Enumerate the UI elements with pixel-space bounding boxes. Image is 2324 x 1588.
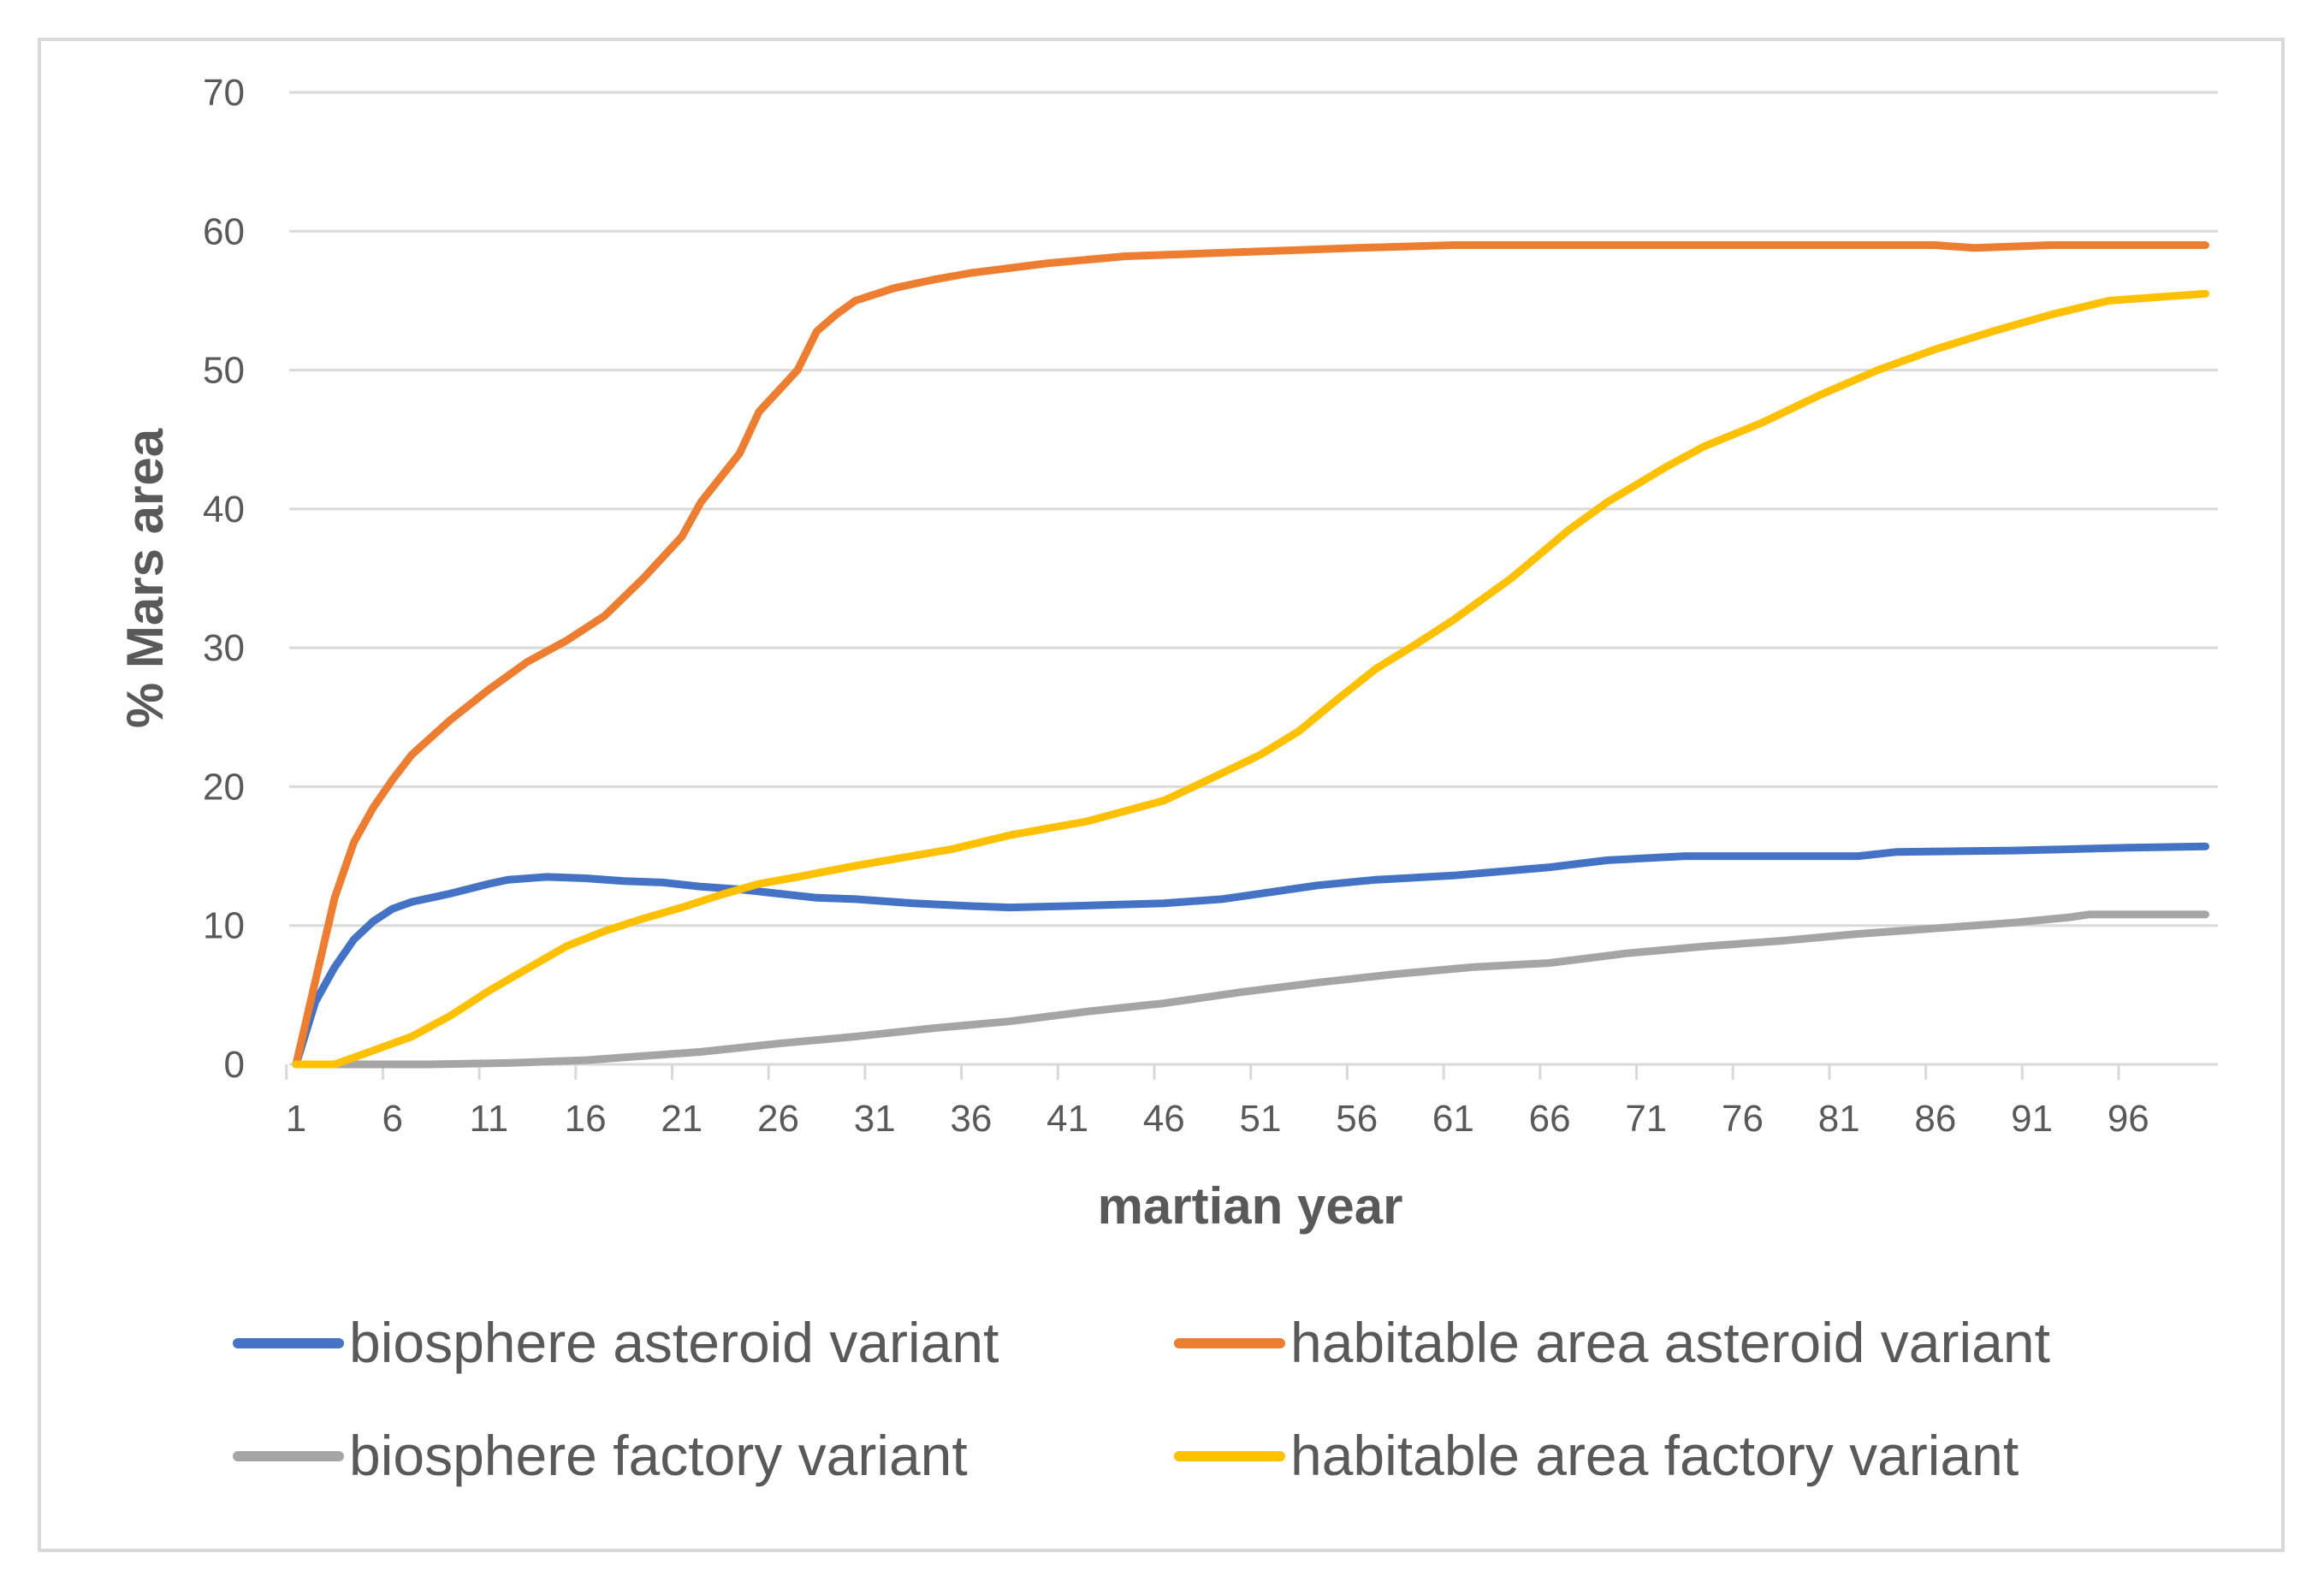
y-tick-label: 0	[224, 1044, 245, 1086]
x-tick-label: 41	[1046, 1098, 1088, 1140]
y-tick-label: 40	[203, 489, 245, 530]
x-tick-label: 91	[2011, 1098, 2053, 1140]
x-tick-label: 86	[1914, 1098, 1956, 1140]
legend: biosphere asteroid variant habitable area…	[233, 1311, 2050, 1487]
x-axis-tick-labels: 1 6 11 16 21 26 31 36 41 46 51 56 61 66 71 76 81 86 91 96	[285, 1064, 2149, 1140]
y-tick-label: 30	[203, 627, 245, 669]
legend-label-habitable-area-factory-variant: habitable area factory variant	[1290, 1424, 2019, 1487]
chart-frame	[38, 38, 2285, 1552]
x-tick-label: 31	[854, 1098, 896, 1140]
x-tick-label: 11	[470, 1098, 509, 1140]
legend-label-habitable-area-asteroid-variant: habitable area asteroid variant	[1290, 1311, 2050, 1374]
series-line-biosphere-factory-variant	[292, 910, 2209, 1069]
x-tick-label: 21	[661, 1098, 703, 1140]
series-line-habitable-area-asteroid-variant	[292, 241, 2209, 1069]
x-tick-label: 71	[1625, 1098, 1667, 1140]
x-tick-label: 76	[1722, 1098, 1764, 1140]
x-axis-title: martian year	[1098, 1177, 1403, 1235]
x-tick-label: 16	[565, 1098, 607, 1140]
y-tick-label: 10	[203, 905, 245, 947]
x-tick-label: 26	[757, 1098, 799, 1140]
y-tick-label: 20	[203, 766, 245, 808]
y-tick-label: 70	[203, 72, 245, 114]
y-axis-tick-labels: 0 10 20 30 40 50 60 70	[203, 72, 245, 1086]
series-lines	[292, 241, 2209, 1069]
x-tick-label: 1	[286, 1098, 306, 1140]
y-tick-label: 60	[203, 210, 245, 252]
x-tick-label: 51	[1240, 1098, 1282, 1140]
x-tick-label: 66	[1529, 1098, 1571, 1140]
gridlines	[289, 91, 2218, 1066]
x-tick-label: 56	[1336, 1098, 1378, 1140]
series-line-habitable-area-factory-variant	[292, 289, 2209, 1069]
x-tick-label: 81	[1818, 1098, 1860, 1140]
x-tick-label: 6	[382, 1098, 402, 1140]
legend-label-biosphere-factory-variant: biosphere factory variant	[349, 1424, 968, 1487]
x-tick-label: 36	[950, 1098, 992, 1140]
legend-label-biosphere-asteroid-variant: biosphere asteroid variant	[349, 1311, 999, 1374]
series-line-biosphere-asteroid-variant	[292, 842, 2209, 1069]
x-tick-label: 96	[2108, 1098, 2149, 1140]
x-tick-label: 46	[1143, 1098, 1185, 1140]
y-tick-label: 50	[203, 350, 245, 392]
y-axis-title: % Mars area	[116, 428, 174, 728]
x-tick-label: 61	[1432, 1098, 1474, 1140]
